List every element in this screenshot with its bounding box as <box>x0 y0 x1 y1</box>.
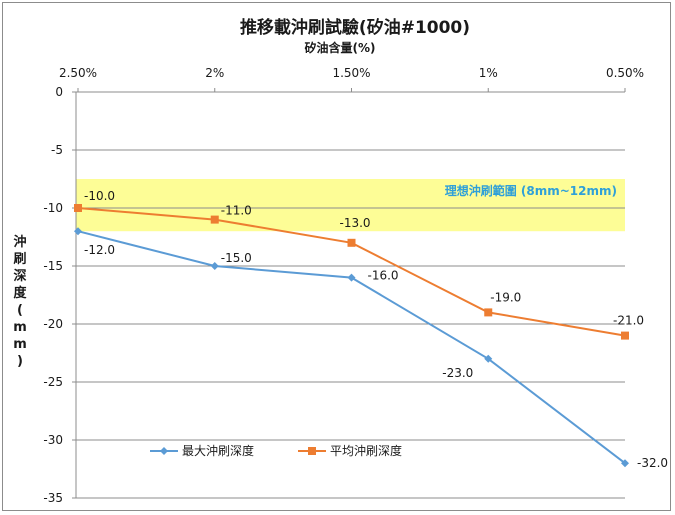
y-axis-title-char: 刷 <box>13 252 26 267</box>
y-tick-label: -30 <box>43 433 63 447</box>
data-label: -11.0 <box>221 204 252 218</box>
x-tick-label: 1% <box>479 66 498 80</box>
data-label: -16.0 <box>368 269 399 283</box>
data-point <box>484 308 493 317</box>
y-axis-title: 沖刷深度 ( mm) <box>13 234 27 369</box>
x-tick-label: 2.50% <box>59 66 97 80</box>
y-tick-labels: 0 -5 -10 -15 -20 -25 -30 -35 <box>43 85 63 505</box>
data-point <box>210 215 219 224</box>
y-tick-label: -5 <box>51 143 63 157</box>
data-label: -13.0 <box>340 216 371 230</box>
x-tick-labels: 2.50% 2% 1.50% 1% 0.50% <box>59 66 644 80</box>
y-tick-label: -15 <box>43 259 63 273</box>
data-point <box>347 273 356 282</box>
y-axis-title-char: m <box>13 337 27 352</box>
series-avg-depth: -10.0 -11.0 -13.0 -19.0 -21.0 <box>74 189 644 340</box>
chart-title: 推移載沖刷試驗(矽油#1000) <box>240 17 470 38</box>
y-tick-label: 0 <box>55 85 63 99</box>
data-label: -15.0 <box>221 251 252 265</box>
data-point <box>74 227 82 236</box>
data-label: -19.0 <box>490 290 521 304</box>
data-label: -32.0 <box>637 456 668 470</box>
series-group: -12.0 -15.0 -16.0 -23.0 -32.0 -10.0 -11.0 -13.0… <box>74 189 668 470</box>
y-axis-title-char: ) <box>17 354 23 369</box>
data-point <box>74 204 82 212</box>
ideal-range-band: 理想沖刷範圍 (8mm~12mm) <box>76 179 625 232</box>
x-tick-label: 2% <box>205 66 224 80</box>
data-label: -10.0 <box>84 189 115 203</box>
y-axis-title-char: m <box>13 320 27 335</box>
y-axis-title-char: 度 <box>13 285 27 301</box>
legend-label: 平均沖刷深度 <box>330 443 402 458</box>
y-tick-label: -10 <box>43 201 63 215</box>
legend-marker <box>160 447 168 455</box>
x-tick-label: 0.50% <box>606 66 644 80</box>
gridlines <box>76 149 625 499</box>
legend-marker <box>308 447 316 455</box>
x-tick-label: 1.50% <box>332 66 370 80</box>
data-label: -21.0 <box>613 314 644 328</box>
y-axis-title-char: ( <box>17 303 23 318</box>
data-label: -23.0 <box>442 366 473 380</box>
legend: 最大沖刷深度 平均沖刷深度 <box>150 443 402 458</box>
data-label: -12.0 <box>84 243 115 257</box>
data-point <box>210 262 219 270</box>
y-axis-title-char: 沖 <box>13 234 26 250</box>
y-tick-label: -20 <box>43 317 63 331</box>
band-label: 理想沖刷範圍 (8mm~12mm) <box>445 183 617 198</box>
y-tick-label: -25 <box>43 375 63 389</box>
band-rect <box>76 179 625 232</box>
axes <box>72 88 626 499</box>
series-max-depth: -12.0 -15.0 -16.0 -23.0 -32.0 <box>74 227 668 470</box>
chart-frame <box>2 2 671 511</box>
y-tick-label: -35 <box>43 491 63 505</box>
data-point <box>347 238 356 247</box>
legend-label: 最大沖刷深度 <box>182 443 254 458</box>
data-point <box>621 459 629 468</box>
legend-item: 最大沖刷深度 <box>150 443 254 458</box>
data-point <box>621 331 629 340</box>
x-axis-title: 矽油含量(%) <box>305 40 376 55</box>
data-point <box>484 354 493 363</box>
y-axis-title-char: 深 <box>13 268 26 284</box>
legend-item: 平均沖刷深度 <box>298 443 402 458</box>
